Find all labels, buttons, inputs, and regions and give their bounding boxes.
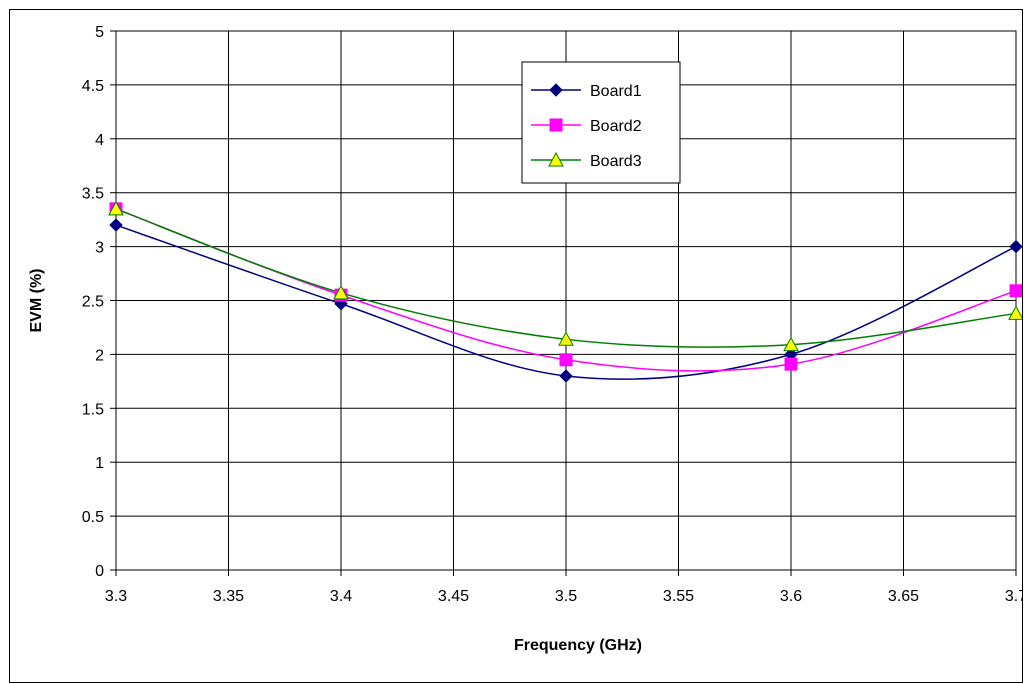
x-tick-label: 3.7 [1005,588,1023,605]
y-tick-label: 0 [95,563,104,580]
legend: Board1 Board2 Board3 [521,61,681,184]
legend-box [521,61,681,184]
x-axis-title: Frequency (GHz) [514,637,642,654]
legend-marker-board3 [548,151,564,167]
y-tick-label: 1 [95,455,104,472]
y-tick-label: 4 [95,132,104,149]
data-point-board3 [108,200,124,216]
legend-label-board3: Board3 [590,153,642,170]
x-tick-label: 3.6 [780,588,802,605]
data-point-board2 [559,353,573,367]
x-tick-label: 3.3 [105,588,127,605]
y-tick-label: 4.5 [82,78,104,95]
x-tick-label: 3.4 [330,588,352,605]
data-point-board3 [558,331,574,346]
y-tick-label: 0.5 [82,509,104,526]
legend-label-board1: Board1 [590,83,642,100]
x-tick-label: 3.45 [438,588,469,605]
y-axis-title: EVM (%) [28,269,45,333]
data-point-board3 [783,336,799,352]
data-point-board3 [333,284,349,300]
data-point-board2 [1009,284,1022,298]
legend-label-board2: Board2 [590,118,642,135]
y-tick-label: 3.5 [82,186,104,203]
x-tick-label: 3.5 [555,588,577,605]
data-point-board3 [1008,305,1022,320]
legend-marker-board1 [549,83,563,97]
evm-chart: 0 0.5 1 1.5 2 2.5 3 3.5 4 4.5 5 3.3 3.35 3.4 3.45 3.5 3.… [28,24,1023,654]
data-point-board1 [109,218,123,232]
data-point-board1 [559,369,573,383]
data-point-board1 [1009,239,1022,254]
x-tick-label: 3.55 [663,588,694,605]
legend-items: Board1 Board2 Board3 [531,83,642,170]
legend-marker-board2 [549,118,563,132]
x-tick-label: 3.35 [213,588,244,605]
tick-labels: 0 0.5 1 1.5 2 2.5 3 3.5 4 4.5 5 3.3 3.35 3.4 3.45 3.5 3.… [82,24,1023,605]
y-tick-label: 1.5 [82,401,104,418]
y-tick-label: 2 [95,347,104,364]
x-tick-label: 3.65 [888,588,919,605]
y-tick-label: 3 [95,240,104,257]
series-markers [108,200,1022,383]
y-tick-label: 5 [95,24,104,41]
data-point-board2 [784,357,798,371]
y-tick-label: 2.5 [82,294,104,311]
chart-frame: 0 0.5 1 1.5 2 2.5 3 3.5 4 4.5 5 3.3 3.35 3.4 3.45 3.5 3.… [9,9,1023,683]
